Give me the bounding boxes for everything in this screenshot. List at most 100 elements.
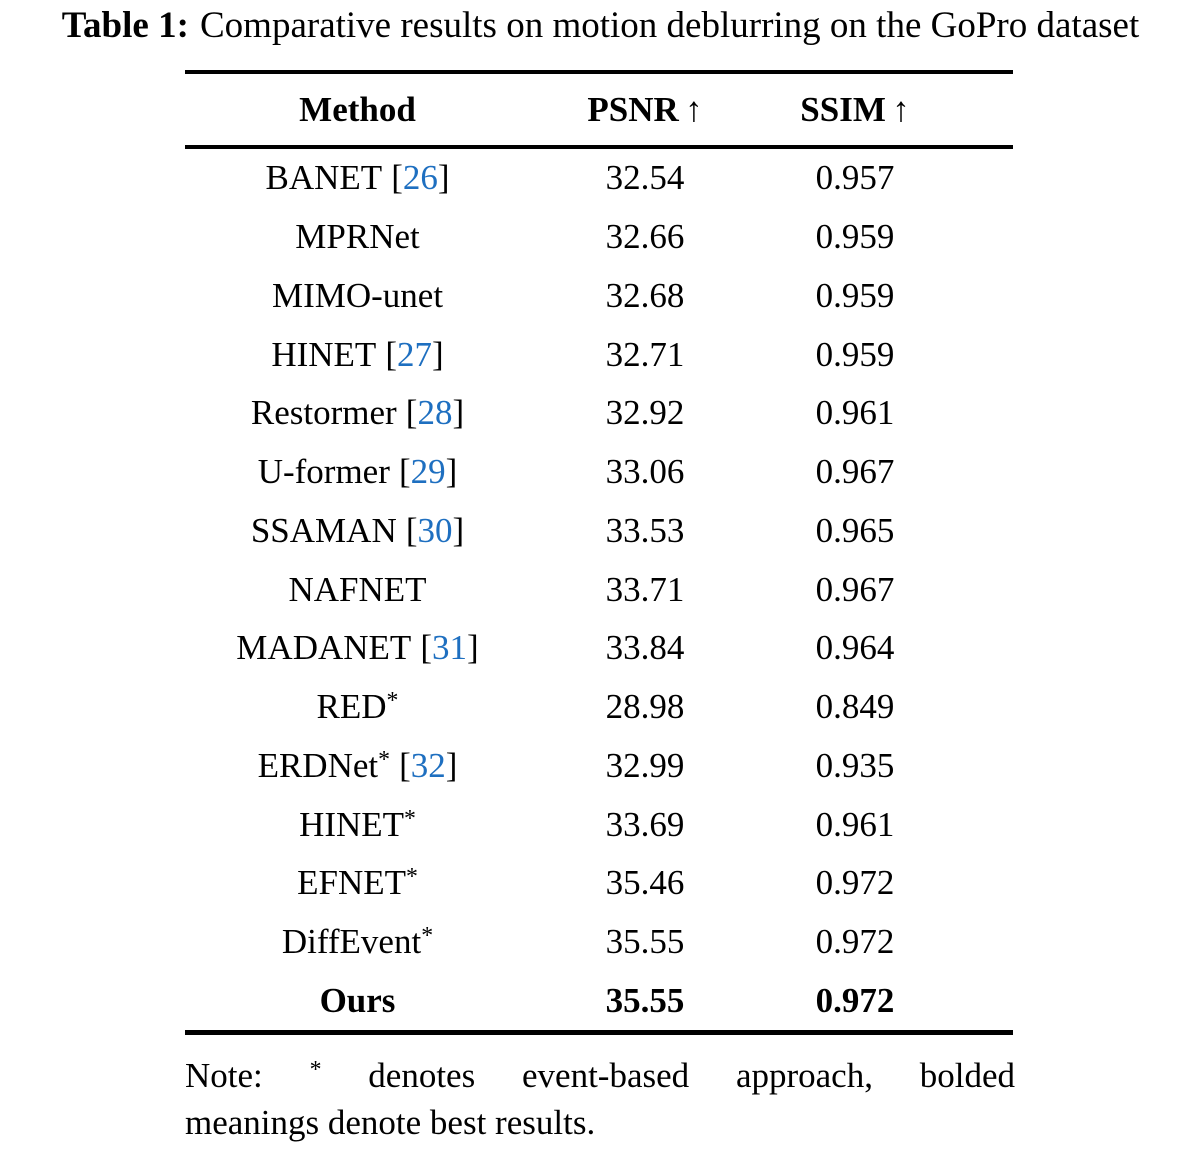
citation-link[interactable]: [32] <box>399 746 457 785</box>
citation-link[interactable]: [30] <box>406 511 464 550</box>
citation-number[interactable]: 28 <box>417 393 453 433</box>
psnr-cell: 32.54 <box>605 158 685 198</box>
table-header-row: Method PSNR ↑ SSIM ↑ <box>185 74 1013 145</box>
ssim-cell: 0.959 <box>815 275 895 315</box>
method-cell: MADANET [31] <box>185 628 530 668</box>
citation-link[interactable]: [28] <box>406 393 464 432</box>
method-name: NAFNET <box>288 569 427 609</box>
ssim-cell: 0.965 <box>815 510 895 550</box>
table-bottom-rule <box>185 1030 1013 1036</box>
ssim-cell: 0.964 <box>815 628 895 668</box>
ssim-cell: 0.849 <box>815 687 895 727</box>
caption-label: Table 1: <box>61 5 189 46</box>
table-row: MPRNet 32.66 0.959 <box>185 208 1013 267</box>
method-name: U-former <box>257 452 390 492</box>
ssim-cell: 0.967 <box>815 569 895 609</box>
table-caption: Table 1: Comparative results on motion de… <box>0 4 1201 48</box>
event-star: * <box>386 688 399 715</box>
citation-bracket-close: ] <box>445 452 458 492</box>
table-note: Note: * denotes event-based approach, bo… <box>185 1052 1015 1146</box>
table-row: HINET [27] 32.71 0.959 <box>185 325 1013 384</box>
ssim-cell: 0.959 <box>815 217 895 257</box>
note-line-2: meanings denote best results. <box>185 1103 596 1142</box>
header-psnr: PSNR ↑ <box>587 89 703 129</box>
citation-number[interactable]: 27 <box>397 334 433 374</box>
table-row: BANET [26] 32.54 0.957 <box>185 149 1013 208</box>
table-row: MIMO-unet 32.68 0.959 <box>185 267 1013 326</box>
citation-bracket-open: [ <box>405 510 418 550</box>
ssim-cell: 0.961 <box>815 804 895 844</box>
citation-link[interactable]: [29] <box>399 452 457 491</box>
table-row: Restormer [28] 32.92 0.961 <box>185 384 1013 443</box>
psnr-cell: 32.68 <box>605 275 685 315</box>
table-row: NAFNET 33.71 0.967 <box>185 560 1013 619</box>
psnr-cell: 33.53 <box>605 510 685 550</box>
citation-number[interactable]: 31 <box>432 628 468 668</box>
event-star: * <box>378 746 391 773</box>
method-cell: SSAMAN [30] <box>185 511 530 551</box>
psnr-cell: 32.66 <box>605 217 685 257</box>
method-name: ERDNet <box>257 745 379 785</box>
ssim-cell: 0.972 <box>815 922 895 962</box>
method-cell: U-former [29] <box>185 452 530 492</box>
ssim-cell: 0.967 <box>815 452 895 492</box>
psnr-cell: 33.84 <box>605 628 685 668</box>
table-row: U-former [29] 33.06 0.967 <box>185 443 1013 502</box>
psnr-cell: 32.92 <box>605 393 685 433</box>
citation-link[interactable]: [27] <box>385 335 443 374</box>
citation-bracket-open: [ <box>405 393 418 433</box>
citation-bracket-open: [ <box>385 334 398 374</box>
method-name: HINET <box>299 804 405 844</box>
event-star: * <box>309 1057 322 1084</box>
ssim-cell: 0.959 <box>815 334 895 374</box>
method-name: MPRNet <box>295 217 420 257</box>
method-name: MADANET <box>236 628 412 668</box>
header-ssim: SSIM ↑ <box>800 89 910 129</box>
psnr-cell: 33.71 <box>605 569 685 609</box>
table-row: Ours 35.55 0.972 <box>185 972 1013 1031</box>
table-header-rule <box>185 145 1013 149</box>
citation-bracket-open: [ <box>399 745 411 785</box>
ssim-cell: 0.961 <box>815 393 895 433</box>
table-body: BANET [26] 32.54 0.957 MPRNet 32.66 0.959… <box>185 149 1013 1030</box>
table-row: RED* 28.98 0.849 <box>185 678 1013 737</box>
citation-number[interactable]: 29 <box>410 452 446 492</box>
method-cell: MPRNet <box>185 217 530 257</box>
psnr-cell: 32.71 <box>605 334 685 374</box>
citation-number[interactable]: 26 <box>402 158 438 198</box>
up-arrow-icon: ↑ <box>892 89 910 129</box>
method-cell: BANET [26] <box>185 158 530 198</box>
table-row: MADANET [31] 33.84 0.964 <box>185 619 1013 678</box>
psnr-cell: 33.69 <box>605 804 685 844</box>
citation-link[interactable]: [26] <box>391 158 449 197</box>
citation-bracket-close: ] <box>452 510 465 550</box>
ssim-cell: 0.972 <box>815 863 895 903</box>
event-star: * <box>405 864 418 891</box>
table-row: ERDNet* [32] 32.99 0.935 <box>185 737 1013 796</box>
citation-number[interactable]: 30 <box>417 510 453 550</box>
method-cell: ERDNet* [32] <box>185 746 530 786</box>
table-row: HINET* 33.69 0.961 <box>185 795 1013 854</box>
table-top-rule <box>185 70 1013 74</box>
psnr-cell: 33.06 <box>605 452 685 492</box>
method-cell: NAFNET <box>185 570 530 610</box>
table-row: SSAMAN [30] 33.53 0.965 <box>185 502 1013 561</box>
method-name: SSAMAN <box>250 510 397 550</box>
note-line-1: Note: * denotes event-based approach, bo… <box>185 1056 1016 1095</box>
table-row: DiffEvent* 35.55 0.972 <box>185 913 1013 972</box>
ssim-cell: 0.935 <box>815 745 895 785</box>
method-cell: EFNET* <box>185 863 530 903</box>
header-method: Method <box>299 89 416 129</box>
psnr-cell: 32.99 <box>605 745 685 785</box>
method-cell: HINET [27] <box>185 335 530 375</box>
event-star: * <box>421 923 434 950</box>
citation-link[interactable]: [31] <box>420 628 478 667</box>
citation-bracket-close: ] <box>445 745 458 785</box>
citation-number[interactable]: 32 <box>410 745 446 785</box>
citation-bracket-open: [ <box>398 452 411 492</box>
ssim-cell: 0.972 <box>815 980 895 1020</box>
method-cell: DiffEvent* <box>185 922 530 962</box>
caption-text: Comparative results on motion deblurring… <box>200 5 1140 46</box>
method-name: MIMO-unet <box>271 275 444 315</box>
method-name: Ours <box>319 980 396 1020</box>
